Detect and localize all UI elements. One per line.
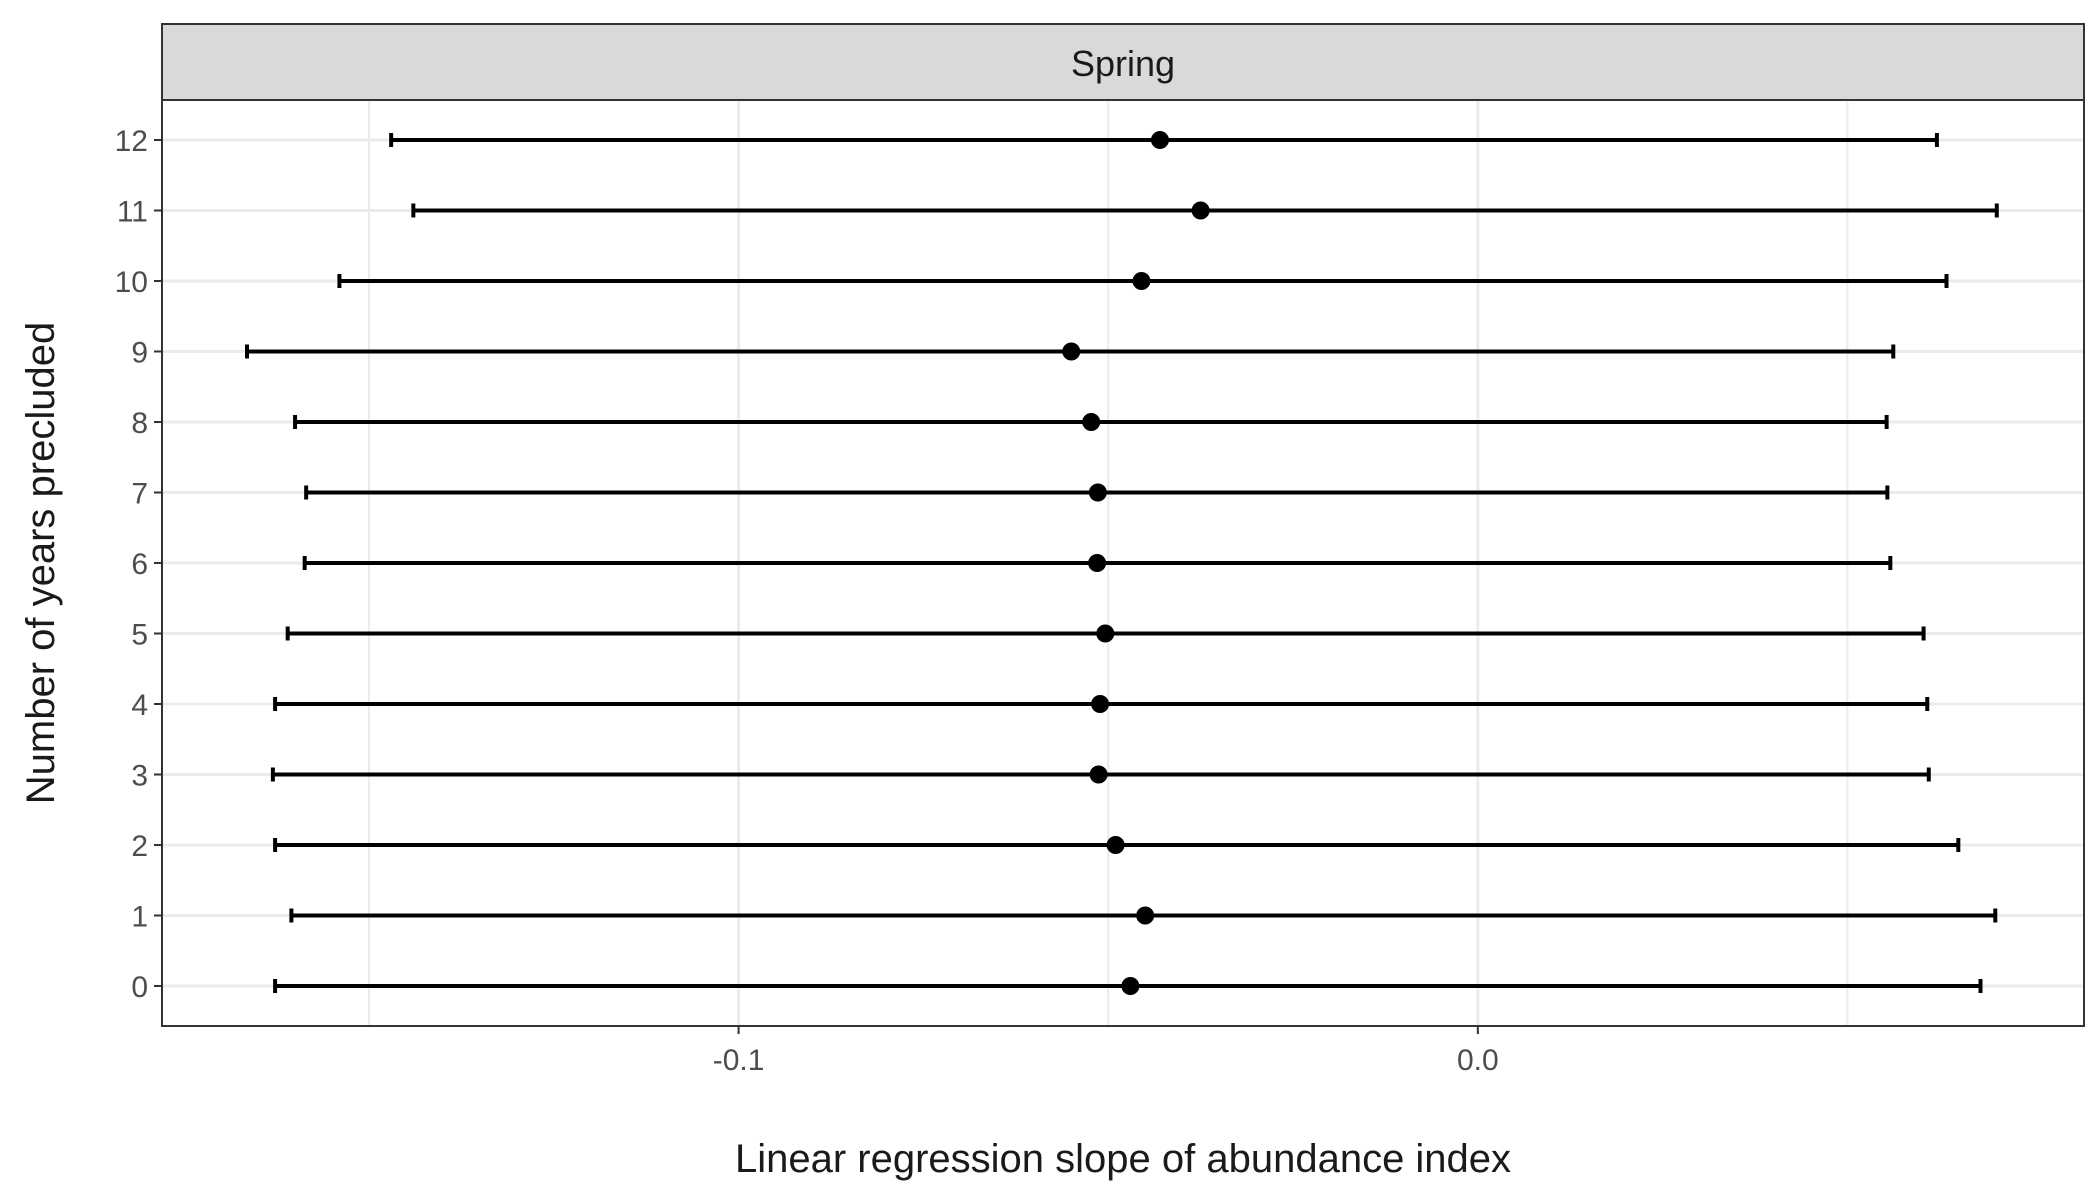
x-axis: -0.1 0.0 — [713, 1026, 1499, 1077]
estimate-point — [1062, 342, 1081, 361]
x-axis-title: Linear regression slope of abundance ind… — [735, 1137, 1511, 1181]
estimate-point — [1088, 554, 1107, 572]
estimate-point — [1150, 131, 1169, 149]
x-tick-label: 0.0 — [1457, 1044, 1499, 1077]
y-tick-label: 5 — [131, 619, 148, 652]
estimate-point — [1082, 413, 1101, 431]
error-bars — [245, 131, 1999, 995]
y-tick-label: 11 — [117, 196, 148, 229]
y-tick-label: 8 — [131, 407, 148, 440]
y-tick-label: 1 — [131, 901, 148, 934]
y-tick-label: 6 — [131, 548, 148, 581]
y-tick-label: 2 — [131, 830, 148, 863]
estimate-point — [1136, 906, 1155, 925]
estimate-point — [1096, 624, 1115, 643]
y-tick-label: 7 — [131, 478, 148, 511]
y-tick-label: 4 — [131, 689, 148, 722]
y-tick-label: 10 — [115, 266, 148, 299]
estimate-point — [1088, 483, 1107, 502]
y-tick-label: 12 — [115, 125, 148, 158]
y-tick-label: 3 — [131, 760, 148, 793]
estimate-point — [1121, 977, 1140, 995]
estimate-point — [1132, 272, 1151, 290]
estimate-point — [1089, 765, 1108, 784]
y-axis-title: Number of years precluded — [19, 322, 63, 804]
facet-label: Spring — [1071, 43, 1175, 84]
estimate-point — [1106, 836, 1125, 854]
y-tick-label: 0 — [131, 971, 148, 1004]
estimate-point — [1091, 695, 1110, 713]
facet-strip — [161, 23, 2085, 101]
estimate-point — [1191, 201, 1210, 220]
x-tick-label: -0.1 — [713, 1044, 765, 1077]
y-tick-label: 9 — [131, 337, 148, 370]
